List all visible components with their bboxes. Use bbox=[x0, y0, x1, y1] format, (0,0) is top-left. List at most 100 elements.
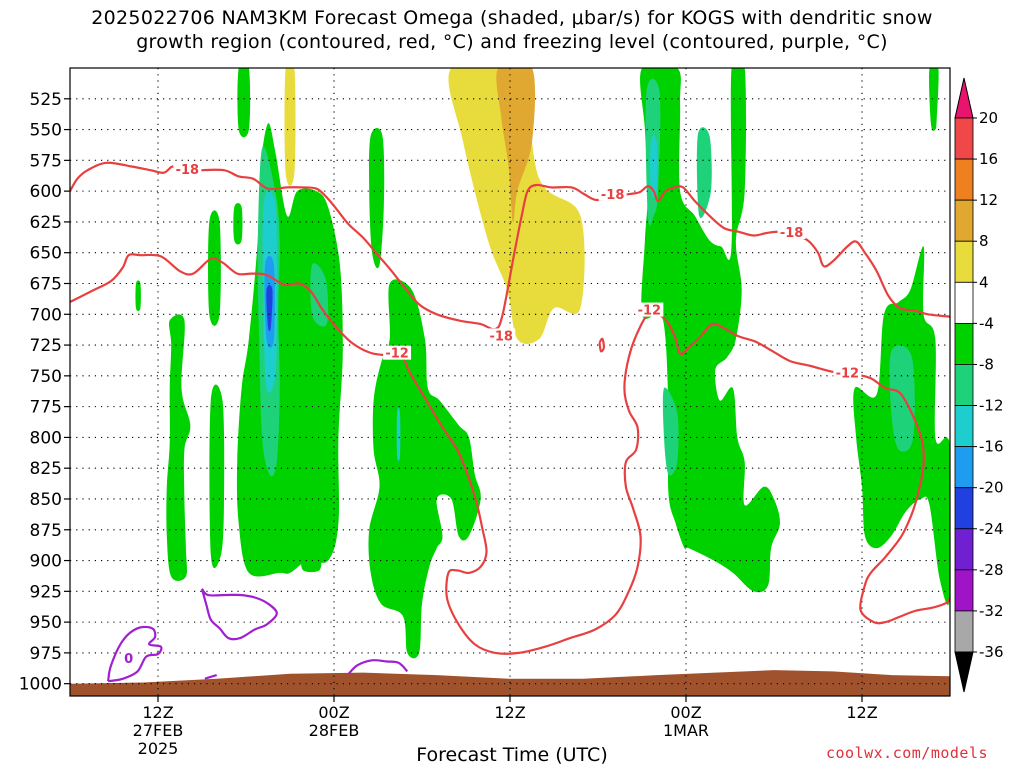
contour-lines: -18 -18 -18 -18 -12 -12 -12 0 bbox=[70, 161, 950, 683]
x-tick-label-54-0: 12Z bbox=[846, 703, 877, 722]
colorbar-bin-7 bbox=[954, 405, 974, 448]
freezing-contour-6 bbox=[204, 674, 218, 680]
x-tick-label-42-0: 00Z bbox=[670, 703, 701, 722]
omega-region-19 bbox=[662, 387, 679, 476]
x-tick-label-6-1: 27FEB bbox=[133, 721, 184, 740]
contour-label-1-2: -12 bbox=[836, 366, 860, 381]
y-tick-label-775: 775 bbox=[30, 398, 62, 418]
omega-region-24 bbox=[396, 407, 401, 462]
colorbar: 20 16 12 8 4 -4 -8 -12 -16 -20 -24 -28 -32 -36 bbox=[954, 77, 1004, 693]
y-tick-label-525: 525 bbox=[30, 90, 62, 110]
omega-region-6 bbox=[208, 210, 221, 326]
colorbar-label-8: -16 bbox=[979, 438, 1004, 456]
colorbar-bin-2 bbox=[954, 199, 974, 242]
omega-region-3 bbox=[496, 68, 536, 223]
x-tick-label-6-0: 12Z bbox=[142, 703, 173, 722]
colorbar-bin-1 bbox=[954, 158, 974, 201]
colorbar-bin-3 bbox=[954, 240, 974, 283]
y-tick-label-625: 625 bbox=[30, 213, 62, 233]
colorbar-bin-11 bbox=[954, 569, 974, 612]
contour-label-0-3: -18 bbox=[489, 329, 513, 344]
x-axis-title: Forecast Time (UTC) bbox=[416, 744, 608, 766]
omega-region-23 bbox=[650, 135, 658, 198]
y-tick-label-800: 800 bbox=[30, 428, 62, 448]
x-tick-label-18-0: 00Z bbox=[318, 703, 349, 722]
colorbar-label-6: -8 bbox=[979, 355, 994, 373]
contour-label-3-0: 0 bbox=[124, 652, 133, 667]
freezing-contour-5 bbox=[347, 659, 409, 675]
dgz-contour-2 bbox=[598, 337, 606, 353]
y-tick-label-575: 575 bbox=[30, 151, 62, 171]
y-tick-label-600: 600 bbox=[30, 182, 62, 202]
colorbar-bin-0 bbox=[954, 117, 974, 160]
contour-label-0-2: -18 bbox=[780, 226, 804, 241]
omega-region-1 bbox=[284, 68, 296, 186]
freezing-contour-4 bbox=[200, 588, 278, 641]
colorbar-label-2: 12 bbox=[979, 191, 998, 209]
dgz-contour-0 bbox=[70, 161, 950, 331]
terrain-fill bbox=[70, 670, 950, 696]
colorbar-label-3: 8 bbox=[979, 232, 989, 250]
y-tick-label-750: 750 bbox=[30, 367, 62, 387]
colorbar-label-4: 4 bbox=[979, 273, 989, 291]
chart-title-line2: growth region (contoured, red, °C) and f… bbox=[136, 31, 888, 53]
omega-region-8 bbox=[233, 202, 243, 245]
colorbar-label-1: 16 bbox=[979, 150, 998, 168]
x-tick-label-30-0: 12Z bbox=[494, 703, 525, 722]
omega-region-20 bbox=[696, 127, 712, 219]
colorbar-bin-6 bbox=[954, 364, 974, 406]
contour-label-bg bbox=[635, 302, 664, 317]
y-tick-label-975: 975 bbox=[30, 644, 62, 664]
x-tick-label-6-2: 2025 bbox=[138, 739, 179, 758]
contour-label-bg bbox=[487, 328, 516, 343]
y-tick-label-550: 550 bbox=[30, 121, 62, 141]
dgz-contour-1 bbox=[70, 253, 950, 655]
colorbar-label-12: -32 bbox=[979, 602, 1004, 620]
omega-region-10 bbox=[301, 555, 322, 573]
y-tick-label-700: 700 bbox=[30, 305, 62, 325]
y-tick-label-950: 950 bbox=[30, 613, 62, 633]
omega-region-5 bbox=[166, 314, 191, 581]
omega-region-26 bbox=[266, 285, 273, 332]
colorbar-label-5: -4 bbox=[979, 314, 994, 332]
x-tick-label-18-1: 28FEB bbox=[309, 721, 360, 740]
terrain-surface bbox=[70, 670, 950, 696]
y-tick-label-925: 925 bbox=[30, 582, 62, 602]
y-tick-label-675: 675 bbox=[30, 274, 62, 294]
credit-link[interactable]: coolwx.com/models bbox=[826, 744, 989, 762]
colorbar-label-7: -12 bbox=[979, 397, 1004, 415]
colorbar-bin-5 bbox=[954, 322, 974, 365]
colorbar-bin-8 bbox=[954, 446, 974, 489]
colorbar-label-10: -24 bbox=[979, 520, 1004, 538]
x-tick-label-42-1: 1MAR bbox=[663, 721, 709, 740]
contour-label-bg bbox=[122, 651, 135, 666]
omega-region-0 bbox=[237, 68, 251, 138]
omega-region-4 bbox=[135, 280, 141, 312]
colorbar-bin-4 bbox=[954, 281, 974, 324]
omega-shading bbox=[135, 68, 950, 659]
colorbar-label-11: -28 bbox=[979, 561, 1004, 579]
y-tick-label-875: 875 bbox=[30, 521, 62, 541]
y-tick-label-850: 850 bbox=[30, 490, 62, 510]
freezing-contour-3 bbox=[107, 625, 163, 683]
contour-label-bg bbox=[383, 345, 412, 360]
omega-region-15 bbox=[929, 68, 939, 131]
omega-region-2 bbox=[448, 68, 585, 344]
contour-label-bg bbox=[173, 162, 202, 177]
colorbar-label-9: -20 bbox=[979, 479, 1004, 497]
contour-label-1-0: -12 bbox=[385, 347, 409, 362]
colorbar-top-triangle bbox=[954, 77, 974, 119]
contour-label-bg bbox=[777, 225, 806, 240]
contour-label-1-1: -12 bbox=[638, 304, 662, 319]
y-tick-label-725: 725 bbox=[30, 336, 62, 356]
colorbar-bin-12 bbox=[954, 610, 974, 653]
contour-label-0-1: -18 bbox=[601, 188, 625, 203]
contour-label-bg bbox=[598, 186, 627, 201]
y-tick-label-825: 825 bbox=[30, 459, 62, 479]
omega-region-11 bbox=[369, 127, 385, 269]
colorbar-bin-10 bbox=[954, 528, 974, 571]
omega-region-12 bbox=[368, 279, 481, 659]
chart-title-line1: 2025022706 NAM3KM Forecast Omega (shaded… bbox=[91, 7, 933, 29]
